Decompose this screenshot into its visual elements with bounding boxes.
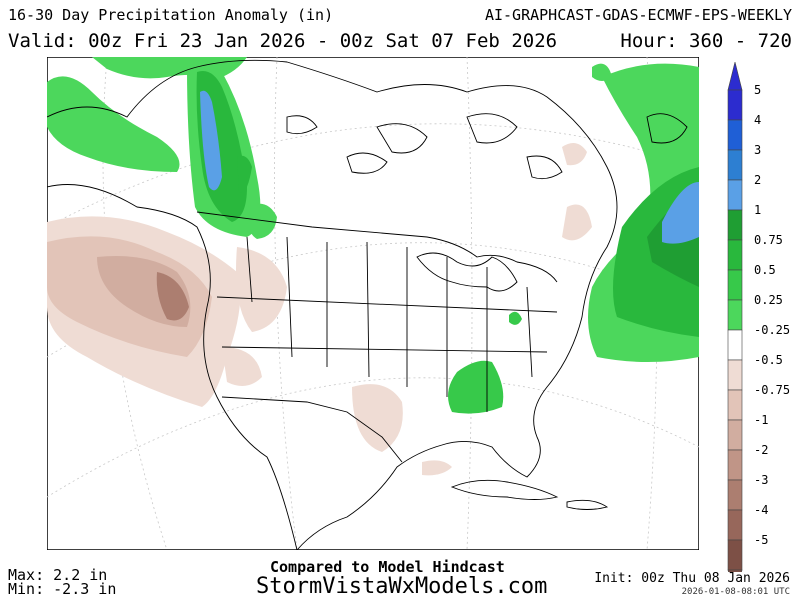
min-value: Min: -2.3 in [8,580,117,598]
legend-swatch [727,119,743,151]
legend-swatch [727,149,743,181]
legend-label: 0.25 [754,293,783,307]
legend-swatch [727,209,743,241]
legend-label: 4 [754,113,761,127]
legend-label: -5 [754,533,768,547]
color-scale-legend: 5 4 3 2 1 0.75 0.5 0.25 -0.25 -0.5 -0.75 -1 -2 -3 -4 -5 [727,62,790,572]
legend-swatch [727,509,743,541]
legend-swatch [727,539,743,571]
legend-label: -0.5 [754,353,783,367]
legend-label: 1 [754,203,761,217]
legend-label: 0.5 [754,263,776,277]
legend-swatch [727,419,743,451]
legend-label: -2 [754,443,768,457]
legend-swatch [727,479,743,511]
legend-label: -0.25 [754,323,790,337]
legend-label: -1 [754,413,768,427]
legend-swatch [727,239,743,271]
max-value: Max: 2.2 in [8,566,108,584]
map-title: 16-30 Day Precipitation Anomaly (in) [8,6,334,24]
forecast-hours: Hour: 360 - 720 [620,30,792,52]
legend-arrow-bottom [727,569,743,572]
legend-swatch [727,269,743,301]
legend-label: -0.75 [754,383,790,397]
political-boundaries [47,59,688,550]
legend-swatch [727,179,743,211]
legend-label: -4 [754,503,768,517]
legend-label: 5 [754,83,761,97]
model-name: AI-GRAPHCAST-GDAS-ECMWF-EPS-WEEKLY [484,6,792,24]
init-time: Init: 00z Thu 08 Jan 2026 [594,571,790,586]
wet-anomaly-areas [47,57,699,414]
dry-anomaly-areas [47,143,592,476]
legend-label: 3 [754,143,761,157]
legend-label: 2 [754,173,761,187]
comparison-note: Compared to Model Hindcast [270,558,505,576]
legend-swatch [727,449,743,481]
legend-label: -3 [754,473,768,487]
legend-swatch [727,299,743,331]
valid-period: Valid: 00z Fri 23 Jan 2026 - 00z Sat 07 … [8,30,558,52]
legend-swatch [727,389,743,421]
legend-swatch [727,329,743,361]
legend-label: 0.75 [754,233,783,247]
generation-timestamp: 2026-01-08-08:01 UTC [681,587,790,597]
legend-arrow-top [727,62,743,91]
precipitation-anomaly-map [47,57,699,550]
legend-swatch [727,359,743,391]
site-credit: StormVistaWxModels.com [256,574,548,599]
legend-swatch [727,89,743,121]
